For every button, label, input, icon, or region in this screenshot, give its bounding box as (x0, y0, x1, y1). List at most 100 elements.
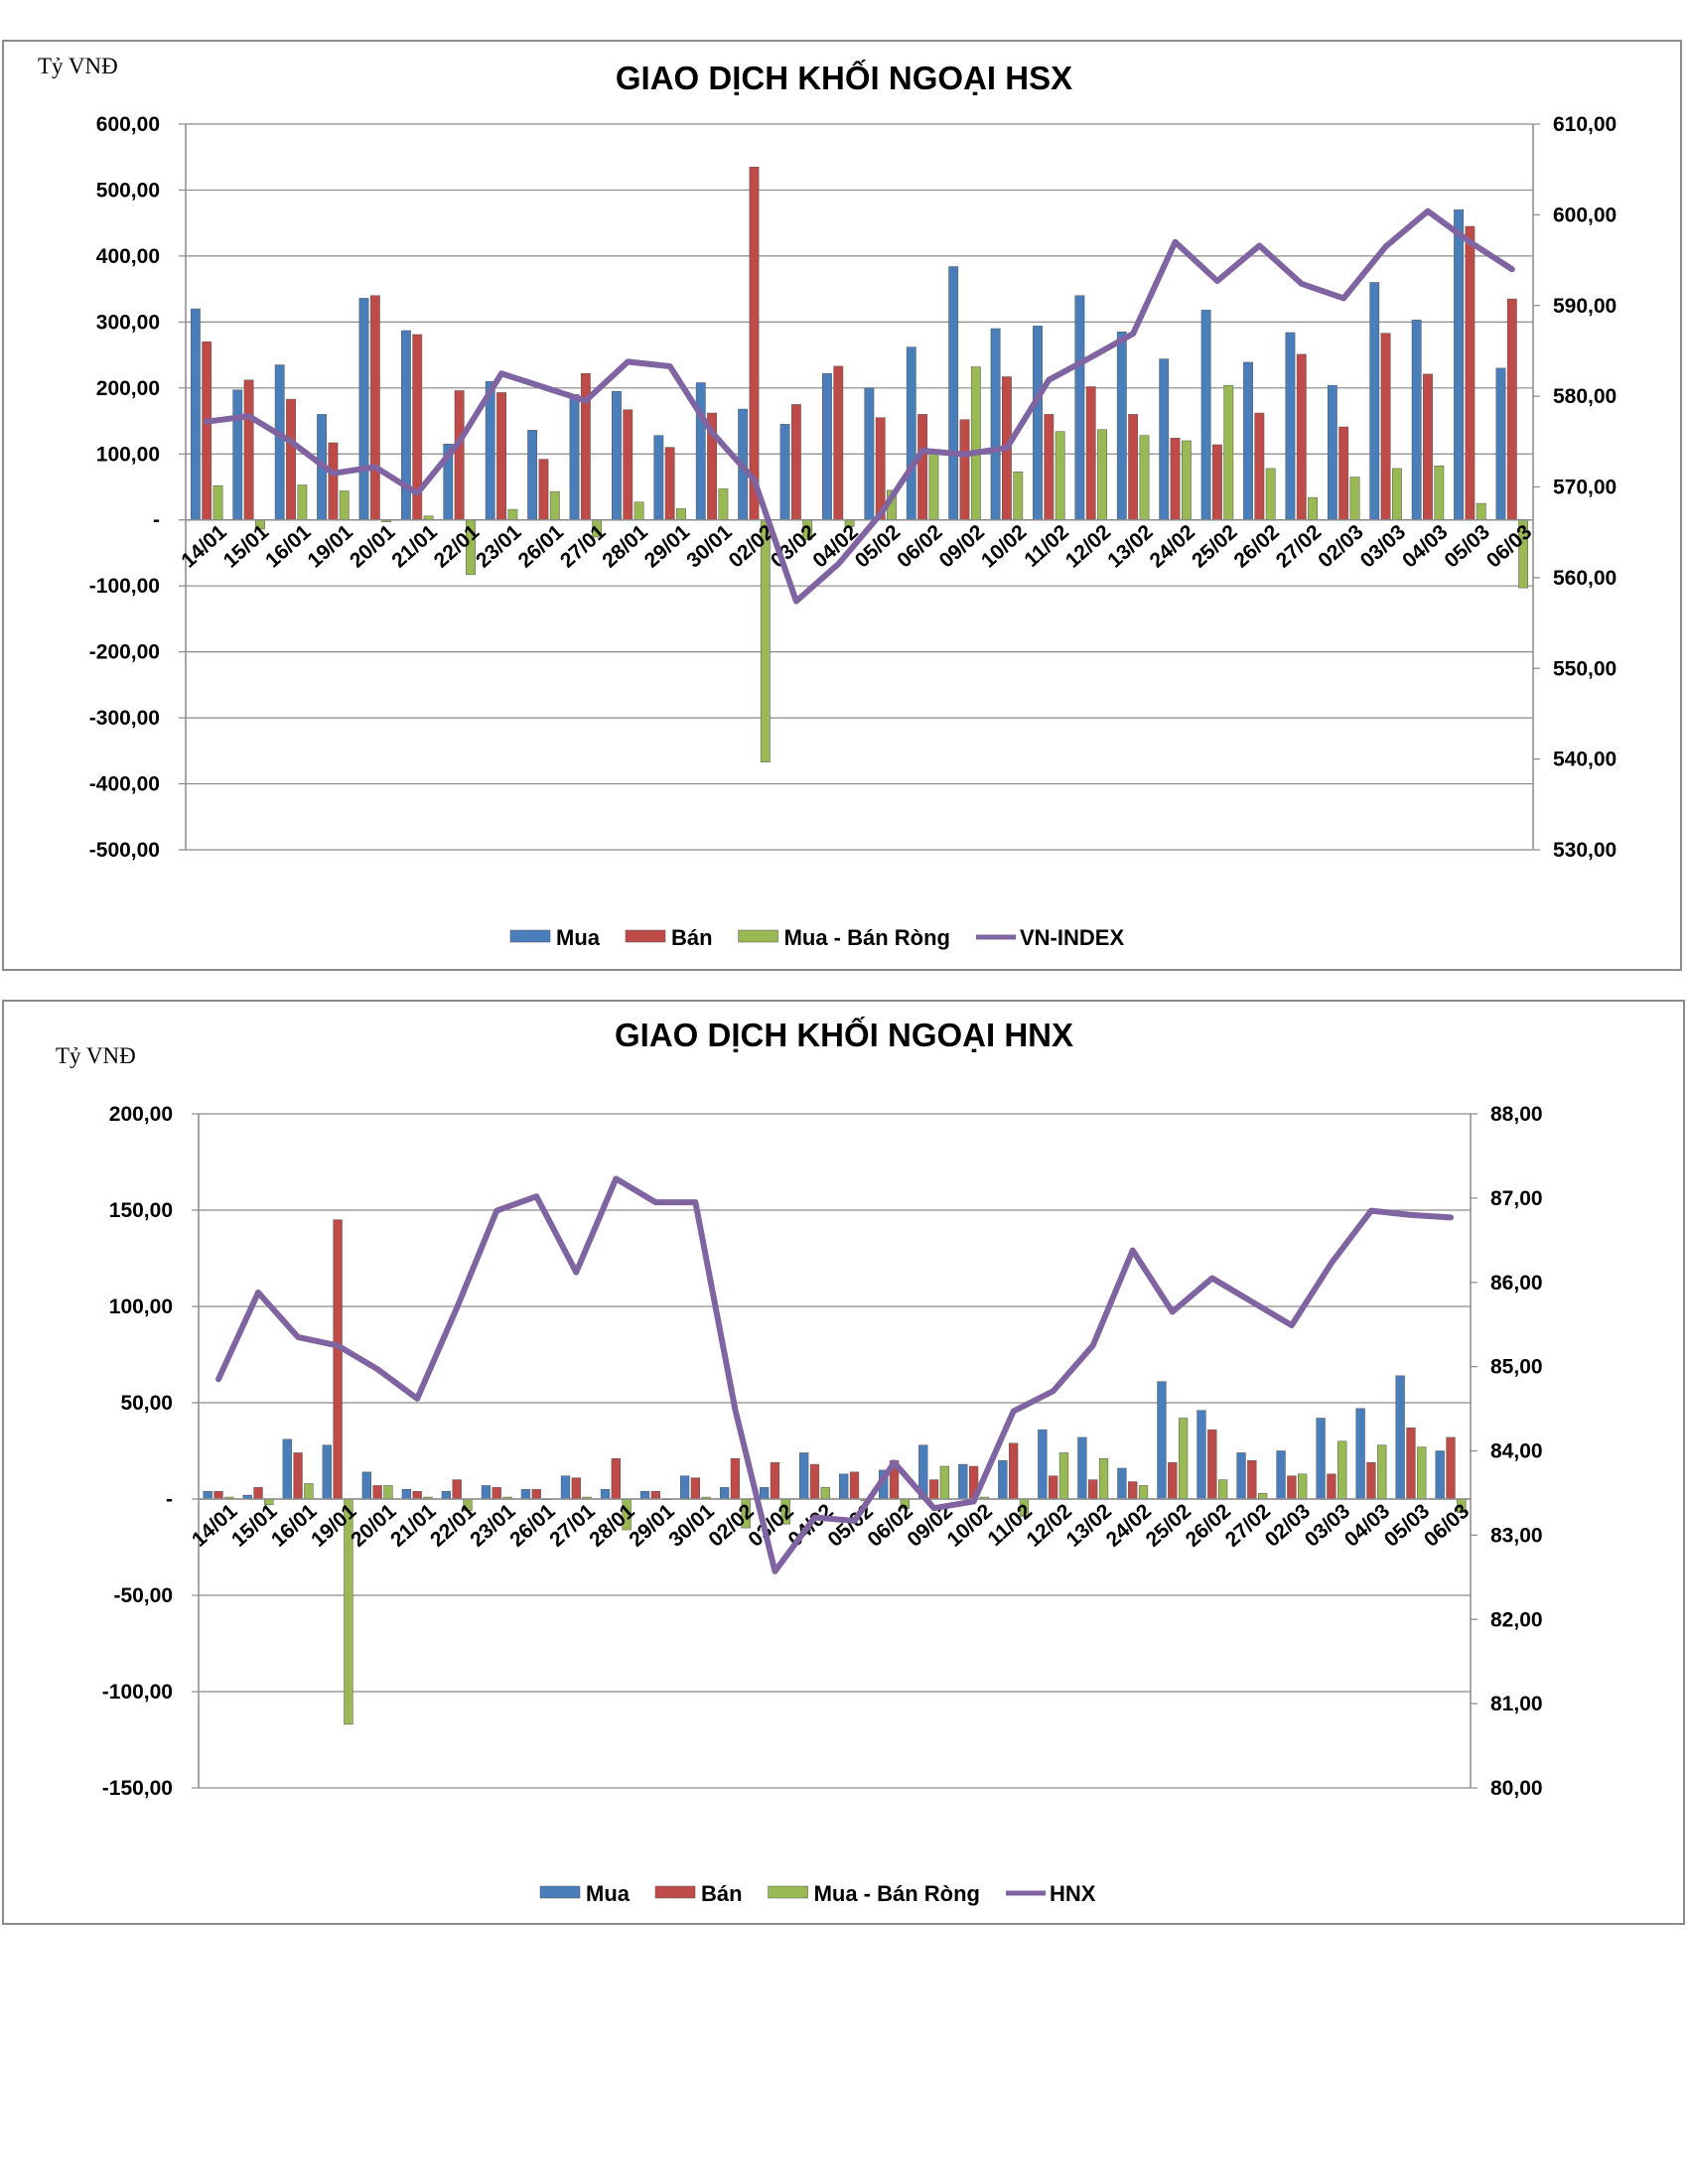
hnx-y2-tick-label: 83,00 (1490, 1524, 1543, 1547)
hsx-x-tick-label: 05/03 (1440, 520, 1493, 572)
hnx-bar-b-n (571, 1477, 581, 1500)
hsx-bar-mua (569, 394, 580, 520)
hsx-legend-label-b-n: Bán (671, 925, 713, 950)
hnx-bar-b-n (809, 1463, 820, 1500)
hnx-x-tick-label: 21/01 (386, 1499, 441, 1551)
hsx-bar-b-n (496, 392, 506, 520)
hsx-bar-mua (274, 364, 285, 520)
hnx-y-tick-label: 200,00 (109, 1103, 173, 1126)
hsx-bar-mua (1200, 310, 1211, 520)
hnx-bar-b-n (849, 1471, 860, 1500)
hnx-bar-mua (799, 1452, 809, 1500)
hsx-bar-mua (822, 372, 832, 520)
hnx-y-tick-label: -150,00 (102, 1777, 173, 1800)
hsx-bar-b-n (243, 379, 254, 520)
hsx-x-tick-label: 15/01 (219, 520, 274, 572)
hsx-x-tick-label: 26/01 (514, 520, 569, 572)
hnx-bar-mua (1077, 1436, 1087, 1500)
hsx-bar-b-n (1338, 426, 1349, 520)
hnx-x-tick-label: 04/03 (1340, 1500, 1394, 1552)
hnx-bar-mua (1038, 1429, 1048, 1500)
hnx-bar-mua (759, 1487, 770, 1500)
hnx-bar-b-n (293, 1452, 303, 1500)
hsx-legend-key-mua (509, 929, 551, 943)
hsx-bar-b-n (202, 341, 212, 520)
hnx-legend-key-mua (539, 1885, 581, 1899)
hsx-bar-b-n (1254, 412, 1265, 520)
hnx-x-tick-label: 25/02 (1142, 1500, 1196, 1552)
hnx-bar-b-n (253, 1487, 263, 1500)
hnx-bar-mua (1435, 1450, 1445, 1500)
hnx-x-tick-label: 12/02 (1023, 1500, 1076, 1552)
hnx-x-tick-label: 05/02 (823, 1500, 877, 1552)
hnx-y2-tick-label: 87,00 (1490, 1187, 1543, 1210)
hsx-y-tick-label: -400,00 (89, 773, 160, 796)
hsx-bar-b-n (1128, 414, 1139, 520)
hsx-bar-b-n (369, 295, 380, 520)
hsx-bar-b-n (664, 447, 675, 520)
hnx-bar-b-n (1088, 1479, 1098, 1500)
hsx-bar-b-n (286, 398, 296, 520)
hsx-bar-b-n (454, 390, 465, 520)
hsx-x-tick-label: 09/02 (935, 520, 989, 572)
hsx-x-tick-label: 13/02 (1103, 520, 1157, 572)
hnx-legend-key-b-n (654, 1885, 696, 1899)
hsx-legend-label-mua: Mua (556, 925, 601, 950)
hnx-x-tick-label: 03/03 (1301, 1500, 1354, 1552)
hsx-bar-mua-b-n-r-ng (507, 508, 518, 520)
hnx-bar-mua (679, 1475, 690, 1500)
hsx-bar-b-n (1506, 298, 1517, 520)
hnx-bar-mua (1117, 1467, 1127, 1500)
hsx-bar-b-n (328, 442, 339, 520)
hsx-bar-mua-b-n-r-ng (1097, 429, 1107, 520)
hnx-x-tick-label: 13/02 (1062, 1500, 1116, 1552)
hnx-ylabel: Tỷ VNĐ (56, 1043, 136, 1068)
hnx-bar-mua (1355, 1408, 1365, 1500)
hsx-y2-tick-label: 560,00 (1553, 567, 1617, 590)
hnx-y2-tick-label: 81,00 (1490, 1693, 1543, 1715)
hnx-bar-mua-b-n-r-ng (1337, 1440, 1347, 1500)
hnx-bar-b-n (1446, 1436, 1456, 1500)
hsx-bar-mua (779, 424, 790, 520)
hnx-bar-b-n (1287, 1475, 1297, 1500)
hsx-bar-mua-b-n-r-ng (212, 484, 223, 520)
hnx-x-tick-label: 27/02 (1221, 1500, 1275, 1552)
hnx-y-tick-label: 100,00 (109, 1296, 173, 1318)
hnx-bar-mua (958, 1463, 968, 1500)
hnx-bar-mua (719, 1487, 730, 1500)
hsx-bar-mua-b-n-r-ng (970, 366, 981, 520)
hsx-y-tick-label: 600,00 (96, 113, 160, 136)
hsx-bar-b-n (1044, 414, 1055, 520)
hnx-legend-key-mua-b-n-r-ng (768, 1885, 808, 1899)
hsx-x-tick-label: 22/01 (430, 520, 485, 572)
hnx-bar-b-n (372, 1485, 382, 1500)
hnx-y-tick-label: 50,00 (120, 1392, 173, 1415)
hnx-bar-mua-b-n-r-ng (1257, 1492, 1268, 1500)
hsx-bar-b-n (1423, 373, 1433, 520)
hsx-bar-mua (990, 328, 1001, 520)
hsx-title: GIAO DỊCH KHỐI NGOẠI HSX (616, 59, 1072, 96)
hnx-x-tick-label: 29/01 (625, 1499, 679, 1551)
hsx-bar-b-n (959, 419, 970, 520)
hnx-legend-label-b-n: Bán (701, 1881, 743, 1906)
hnx-y-tick-label: -100,00 (102, 1681, 173, 1704)
hnx-x-tick-label: 14/01 (188, 1499, 242, 1551)
hnx-bar-mua (282, 1438, 292, 1500)
hsx-x-tick-label: 20/01 (346, 520, 400, 572)
hsx-y-tick-label: 400,00 (96, 245, 160, 268)
hsx-bar-b-n (749, 166, 760, 520)
hsx-bar-mua-b-n-r-ng (1349, 477, 1360, 520)
hsx-y2-tick-label: 590,00 (1553, 295, 1617, 318)
hsx-y2-tick-label: 570,00 (1553, 477, 1617, 499)
hsx-chart-panel: Tỷ VNĐ GIAO DỊCH KHỐI NGOẠI HSX 600,00 50… (2, 40, 1682, 971)
hsx-x-tick-label: 23/01 (472, 520, 526, 572)
hsx-x-tick-label: 25/02 (1188, 520, 1241, 572)
hnx-x-tick-label: 27/01 (545, 1499, 600, 1551)
hnx-bar-b-n (531, 1489, 541, 1500)
hsx-bar-mua-b-n-r-ng (549, 490, 560, 520)
hsx-x-tick-label: 06/02 (893, 520, 946, 572)
hnx-bar-mua-b-n-r-ng (1058, 1452, 1069, 1500)
hnx-y2-tick-label: 88,00 (1490, 1103, 1543, 1126)
hnx-bar-b-n (1366, 1461, 1376, 1500)
hsx-x-tick-label: 05/02 (851, 520, 905, 572)
